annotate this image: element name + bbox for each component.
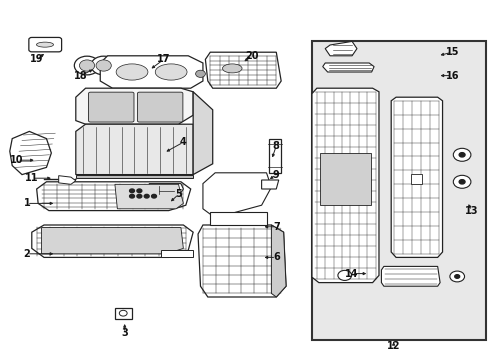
Ellipse shape <box>155 64 186 80</box>
Ellipse shape <box>36 42 53 47</box>
Polygon shape <box>210 212 266 225</box>
Circle shape <box>74 56 100 75</box>
FancyBboxPatch shape <box>137 92 183 122</box>
Polygon shape <box>268 139 281 173</box>
Text: 20: 20 <box>244 51 258 61</box>
Polygon shape <box>325 41 356 56</box>
Bar <box>311 41 485 340</box>
Circle shape <box>129 194 134 198</box>
Polygon shape <box>10 131 51 175</box>
Text: 18: 18 <box>74 71 87 81</box>
Polygon shape <box>198 225 285 297</box>
Text: 14: 14 <box>345 269 358 279</box>
Polygon shape <box>76 175 193 178</box>
Polygon shape <box>271 225 285 297</box>
FancyBboxPatch shape <box>88 92 134 122</box>
Circle shape <box>151 194 156 198</box>
Circle shape <box>137 194 142 198</box>
Text: 4: 4 <box>180 137 186 147</box>
Polygon shape <box>59 176 76 184</box>
Polygon shape <box>76 124 193 175</box>
Polygon shape <box>161 250 193 257</box>
Polygon shape <box>322 63 373 72</box>
Circle shape <box>195 70 205 77</box>
Polygon shape <box>193 92 212 175</box>
Polygon shape <box>100 56 203 88</box>
Text: 8: 8 <box>272 141 279 151</box>
Circle shape <box>452 175 470 188</box>
FancyBboxPatch shape <box>29 37 61 52</box>
Text: 5: 5 <box>175 189 182 199</box>
Polygon shape <box>149 184 183 196</box>
Ellipse shape <box>116 64 148 80</box>
Text: 12: 12 <box>386 341 400 351</box>
Circle shape <box>119 310 127 316</box>
Text: 9: 9 <box>272 170 279 180</box>
Text: 7: 7 <box>272 222 279 232</box>
Polygon shape <box>381 266 439 286</box>
Bar <box>410 174 421 184</box>
Text: 13: 13 <box>464 206 478 216</box>
Text: 1: 1 <box>23 198 30 208</box>
Polygon shape <box>311 88 378 283</box>
Circle shape <box>458 180 464 184</box>
Circle shape <box>449 271 464 282</box>
Polygon shape <box>115 308 132 319</box>
Text: 6: 6 <box>272 252 279 262</box>
Text: 2: 2 <box>23 249 30 259</box>
Circle shape <box>144 194 149 198</box>
Circle shape <box>137 189 142 193</box>
Polygon shape <box>320 153 370 205</box>
Text: 16: 16 <box>445 71 458 81</box>
Polygon shape <box>115 184 183 209</box>
Text: 17: 17 <box>157 54 170 64</box>
Text: 19: 19 <box>30 54 43 64</box>
Polygon shape <box>32 225 193 257</box>
Polygon shape <box>261 180 278 189</box>
Circle shape <box>129 189 134 193</box>
Polygon shape <box>203 173 271 218</box>
Text: 10: 10 <box>10 155 24 165</box>
Polygon shape <box>37 182 190 211</box>
Circle shape <box>91 56 116 75</box>
Text: 11: 11 <box>25 173 39 183</box>
Circle shape <box>452 148 470 161</box>
Circle shape <box>454 275 459 278</box>
Circle shape <box>96 60 111 71</box>
Ellipse shape <box>222 64 242 73</box>
Circle shape <box>337 270 351 280</box>
Text: 3: 3 <box>121 328 128 338</box>
Text: 15: 15 <box>445 47 458 57</box>
Polygon shape <box>41 228 183 254</box>
Circle shape <box>458 153 464 157</box>
Polygon shape <box>76 88 193 124</box>
Polygon shape <box>205 52 281 88</box>
Polygon shape <box>390 97 442 257</box>
Circle shape <box>79 60 95 71</box>
